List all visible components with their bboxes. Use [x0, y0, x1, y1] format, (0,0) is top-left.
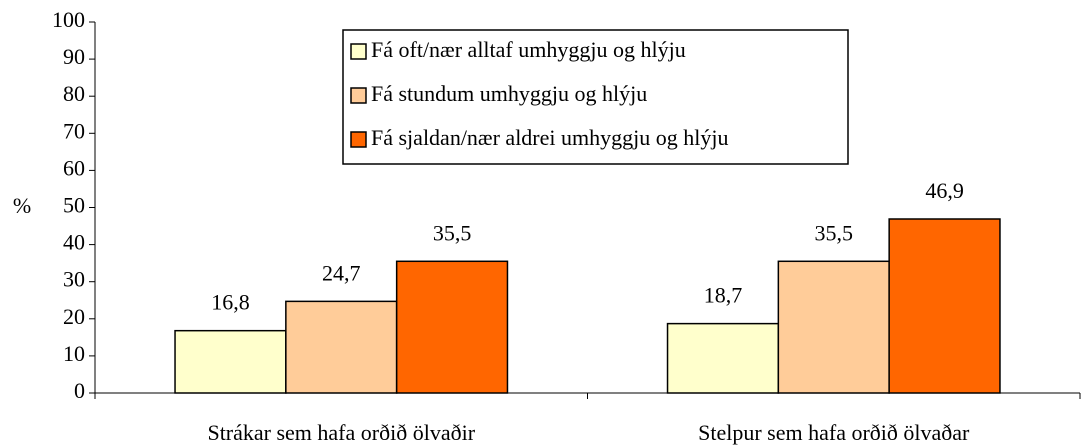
legend-box: [342, 29, 849, 165]
legend-label: Fá oft/nær alltaf umhyggju og hlýju: [371, 37, 686, 62]
bar: [888, 218, 1001, 394]
y-tick-label: 20: [63, 304, 85, 329]
y-tick-label: 50: [63, 193, 85, 218]
value-label: 35,5: [815, 220, 854, 245]
value-label: 24,7: [322, 260, 361, 285]
y-tick-label: 60: [63, 155, 85, 180]
bar: [777, 260, 890, 394]
y-tick-label: 30: [63, 267, 85, 292]
legend-label: Fá stundum umhyggju og hlýju: [371, 81, 647, 106]
x-tick-label: Strákar sem hafa orðið ölvaðir: [207, 420, 475, 445]
value-label: 35,5: [433, 220, 472, 245]
y-tick-label: 70: [63, 118, 85, 143]
y-tick-label: 0: [74, 378, 85, 403]
legend-swatch: [350, 87, 367, 104]
y-tick-label: 10: [63, 341, 85, 366]
y-tick-label: 90: [63, 44, 85, 69]
value-label: 16,8: [211, 290, 250, 315]
legend-swatch: [350, 43, 367, 60]
y-tick-label: 40: [63, 230, 85, 255]
legend-label: Fá sjaldan/nær aldrei umhyggju og hlýju: [371, 125, 728, 150]
value-label: 46,9: [925, 178, 964, 203]
bar: [285, 300, 398, 394]
bar: [174, 329, 287, 394]
y-tick-label: 100: [52, 7, 85, 32]
bar: [395, 260, 509, 394]
legend-swatch: [350, 131, 367, 148]
value-label: 18,7: [704, 283, 743, 308]
y-tick-label: 80: [63, 81, 85, 106]
x-tick-label: Stelpur sem hafa orðið ölvaðar: [698, 420, 970, 445]
y-axis-label: %: [13, 193, 31, 218]
bar: [666, 322, 780, 394]
